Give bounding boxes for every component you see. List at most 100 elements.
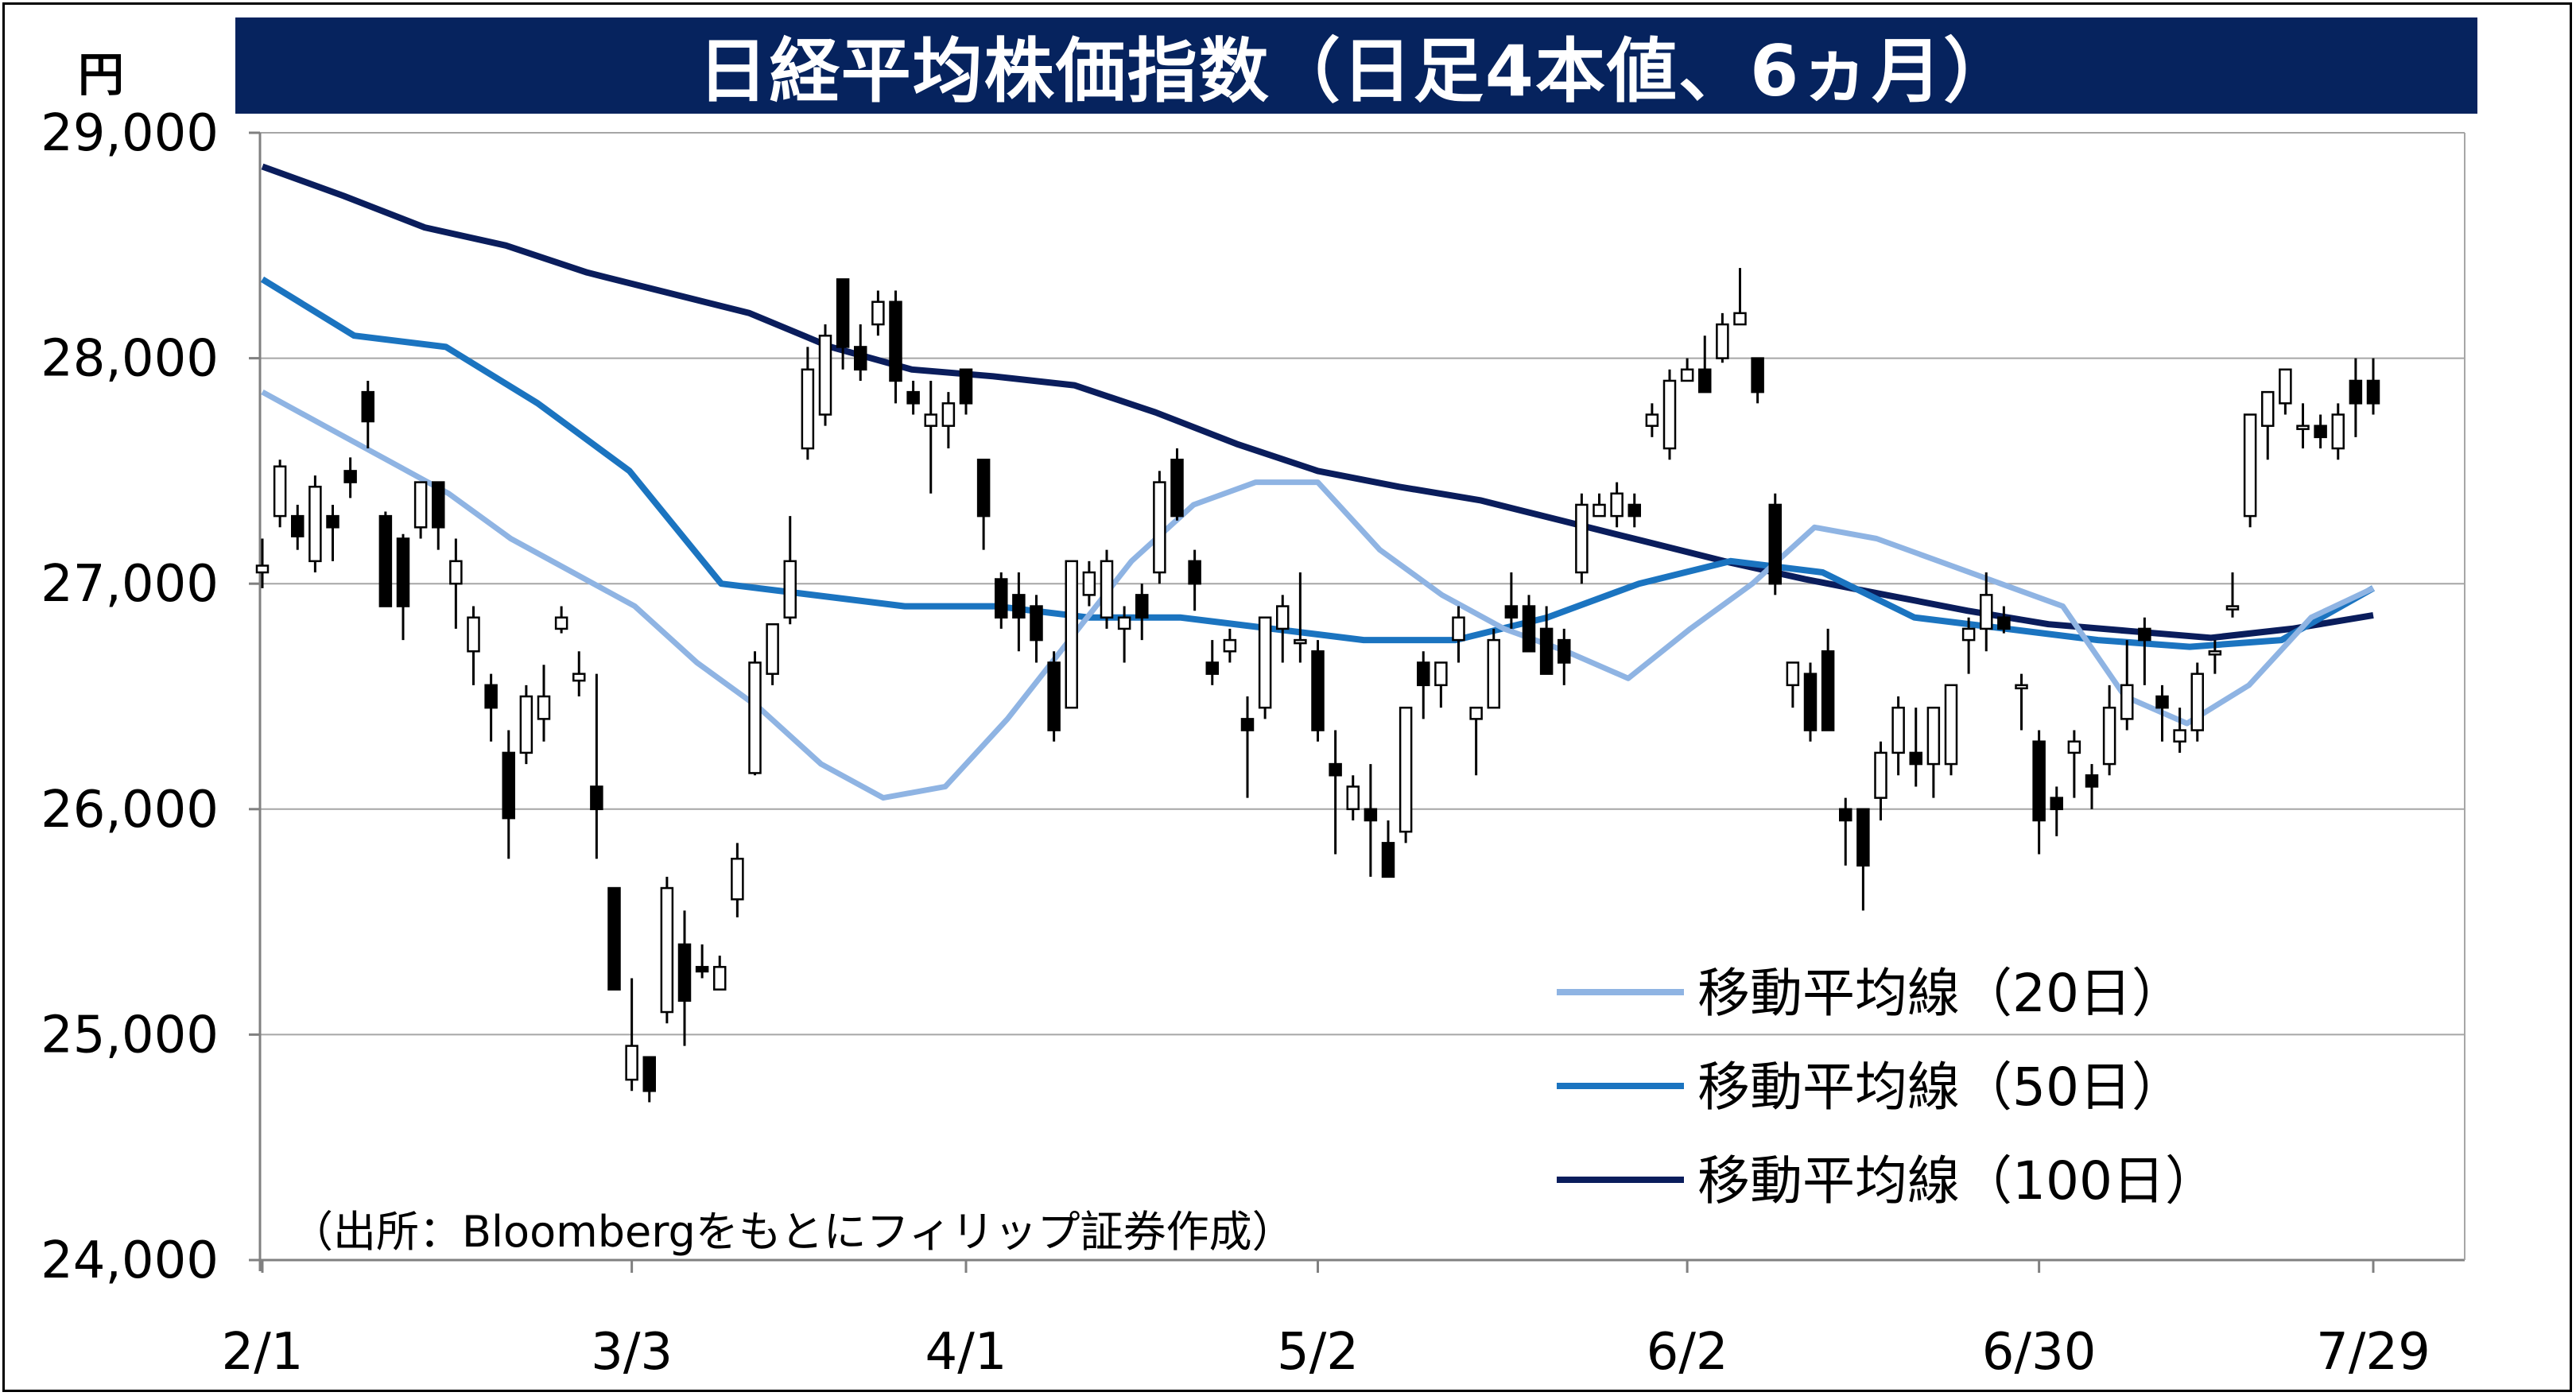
candle-body-up (1346, 785, 1360, 811)
candle (502, 730, 515, 859)
candle-body-up (1610, 492, 1624, 518)
candle (2120, 640, 2134, 731)
candle-body-down (590, 785, 603, 811)
legend: 移動平均線（20日） 移動平均線（50日） 移動平均線（100日） (1557, 963, 2217, 1212)
candle (941, 392, 956, 449)
candle-body-up (2279, 368, 2292, 405)
legend-label: 移動平均線（50日） (1697, 1057, 2184, 1118)
y-tick-label: 28,000 (41, 330, 219, 389)
ma20-line (261, 390, 2375, 801)
candle-body-up (818, 334, 832, 416)
candle (2261, 390, 2275, 460)
candle (2331, 403, 2345, 460)
candle-body-down (1364, 808, 1378, 822)
candle (2102, 684, 2116, 776)
candle-body-down (607, 886, 621, 991)
candle-body-down (1909, 751, 1922, 766)
candle-body-down (2085, 774, 2099, 788)
candle (1961, 617, 1976, 674)
candle-body-down (1047, 661, 1061, 731)
candle (1856, 808, 1870, 911)
legend-item: 移動平均線（100日） (1557, 1150, 2217, 1212)
candle-body-up (1944, 684, 1958, 766)
candle-body-down (959, 368, 973, 405)
candle-body-up (1593, 503, 1606, 518)
candle-body-up (1662, 379, 1677, 450)
candle (2208, 640, 2222, 674)
x-tick-label: 5/2 (1277, 1323, 1359, 1382)
candle (1188, 549, 1201, 611)
candle (1716, 312, 1729, 363)
candle (2015, 673, 2028, 731)
candle (731, 843, 744, 917)
candle-body-up (572, 673, 586, 682)
candle-body-down (1751, 357, 1764, 394)
candle-body-down (1205, 661, 1219, 675)
y-tick-label: 27,000 (41, 555, 219, 614)
candle-body-up (2015, 684, 2028, 690)
candle (484, 673, 498, 742)
candle-body-down (1417, 661, 1430, 687)
candle-body-down (326, 514, 339, 529)
candle-body-up (2296, 425, 2310, 430)
candle (1733, 268, 1747, 326)
x-tick-label: 6/30 (1982, 1323, 2097, 1382)
candle (1909, 708, 1922, 787)
candle (801, 347, 815, 460)
candle (1680, 358, 1694, 382)
candle (326, 504, 339, 561)
candle (1364, 764, 1378, 877)
candle (413, 481, 428, 539)
candle (378, 511, 393, 607)
candle-body-up (2102, 706, 2116, 766)
candle-body-down (502, 751, 515, 820)
candle (1593, 493, 1606, 518)
candle-body-up (924, 413, 937, 427)
candle (906, 380, 920, 415)
candle (361, 380, 374, 449)
candle (432, 481, 445, 550)
candle (1803, 662, 1818, 742)
candle (1662, 369, 1677, 460)
ma100-line (261, 163, 2374, 642)
candle (660, 876, 674, 1024)
candle (2050, 786, 2063, 836)
candle-body-up (537, 695, 551, 720)
candles (255, 268, 2380, 1103)
candle-body-up (625, 1045, 638, 1081)
candle (291, 504, 305, 550)
candle-body-up (2208, 650, 2222, 656)
candle (1223, 628, 1237, 663)
candle-body-up (308, 486, 322, 563)
candle (2190, 662, 2204, 742)
candle (2243, 413, 2257, 528)
y-tick-label: 25,000 (41, 1006, 219, 1064)
candle (2032, 730, 2046, 855)
candle (1522, 595, 1536, 653)
candle (2155, 684, 2169, 742)
candle (1610, 482, 1624, 528)
candle-body-up (1645, 413, 1659, 427)
candle (1768, 493, 1782, 595)
moving-average-lines (260, 163, 2375, 801)
candle-body-up (273, 465, 287, 518)
candle (1839, 797, 1852, 866)
candle (783, 516, 797, 625)
candle (1698, 335, 1712, 394)
axes (249, 131, 2465, 1273)
candle (537, 665, 551, 742)
candle-body-up (1891, 706, 1905, 754)
candle (871, 290, 885, 336)
candle (607, 886, 621, 991)
candle-body-up (413, 481, 428, 529)
candle (1153, 471, 1166, 584)
candle-body-down (1522, 605, 1536, 653)
candle-body-up (1680, 368, 1694, 382)
candle-body-up (731, 857, 744, 901)
candle (1240, 696, 1255, 798)
candle (1117, 606, 1131, 663)
candle-body-down (2138, 627, 2151, 642)
candle-body-up (1874, 751, 1887, 799)
y-tick-labels: 24,000 25,000 26,000 27,000 28,000 29,000 (41, 104, 219, 1290)
